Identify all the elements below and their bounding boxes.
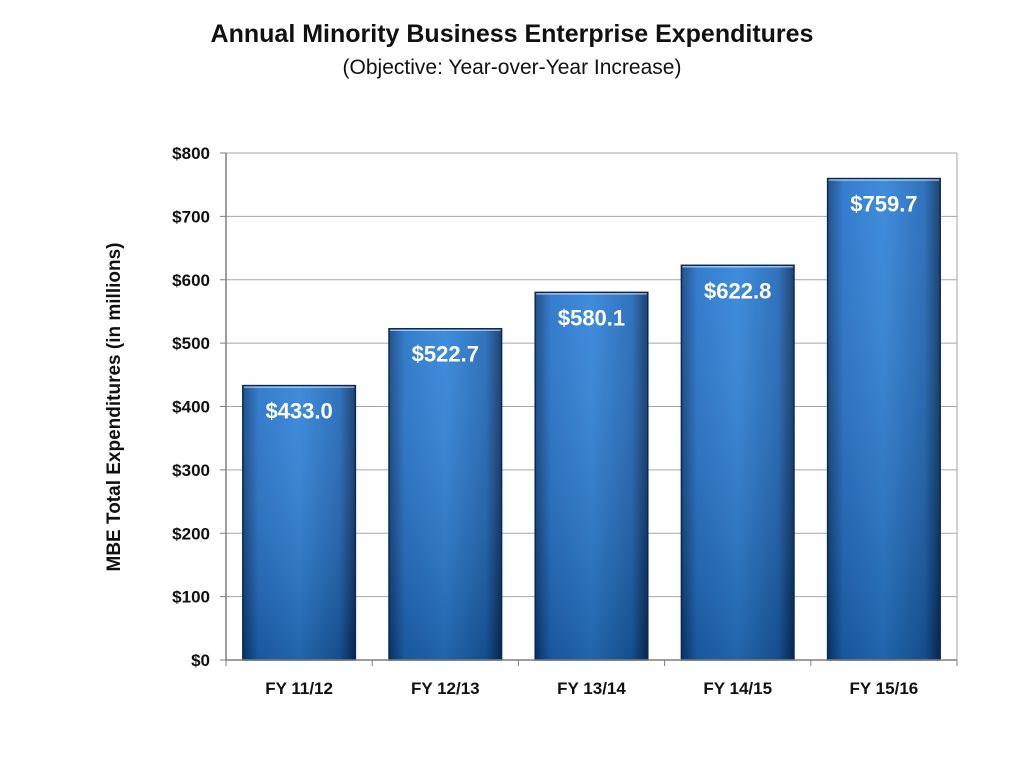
chart-subtitle: (Objective: Year-over-Year Increase) <box>342 56 682 79</box>
bar-shade <box>535 292 648 660</box>
x-tick-label: FY 12/13 <box>411 679 480 698</box>
y-tick-label: $600 <box>172 271 210 290</box>
y-tick-label: $300 <box>172 461 210 480</box>
data-label: $580.1 <box>558 305 625 330</box>
bars <box>242 177 941 661</box>
axes <box>220 152 958 666</box>
chart-title: Annual Minority Business Enterprise Expe… <box>210 20 814 48</box>
bar-shade <box>389 328 502 660</box>
y-tick-label: $800 <box>172 144 210 163</box>
x-tick-label: FY 15/16 <box>850 679 919 698</box>
data-label: $622.8 <box>704 278 771 303</box>
y-tick-label: $200 <box>172 524 210 543</box>
y-axis-label: MBE Total Expenditures (in millions) <box>104 242 125 571</box>
y-tick-label: $100 <box>172 588 210 607</box>
y-tick-label: $500 <box>172 334 210 353</box>
data-label: $433.0 <box>265 399 332 424</box>
x-tick-label: FY 14/15 <box>703 679 772 698</box>
y-tick-label: $700 <box>172 207 210 226</box>
y-tick-label: $0 <box>191 651 210 670</box>
labels: $0 $100 $200 $300 $400 $500 $600 $700 $800 $433.0… <box>172 144 918 698</box>
x-tick-label: FY 11/12 <box>265 679 333 698</box>
bar-shade <box>827 178 941 660</box>
x-tick-label: FY 13/14 <box>557 679 626 698</box>
y-tick-label: $400 <box>172 398 210 417</box>
data-label: $759.7 <box>850 192 917 217</box>
bar-shade <box>242 385 356 660</box>
bar-shade <box>681 265 794 660</box>
data-label: $522.7 <box>412 342 479 367</box>
